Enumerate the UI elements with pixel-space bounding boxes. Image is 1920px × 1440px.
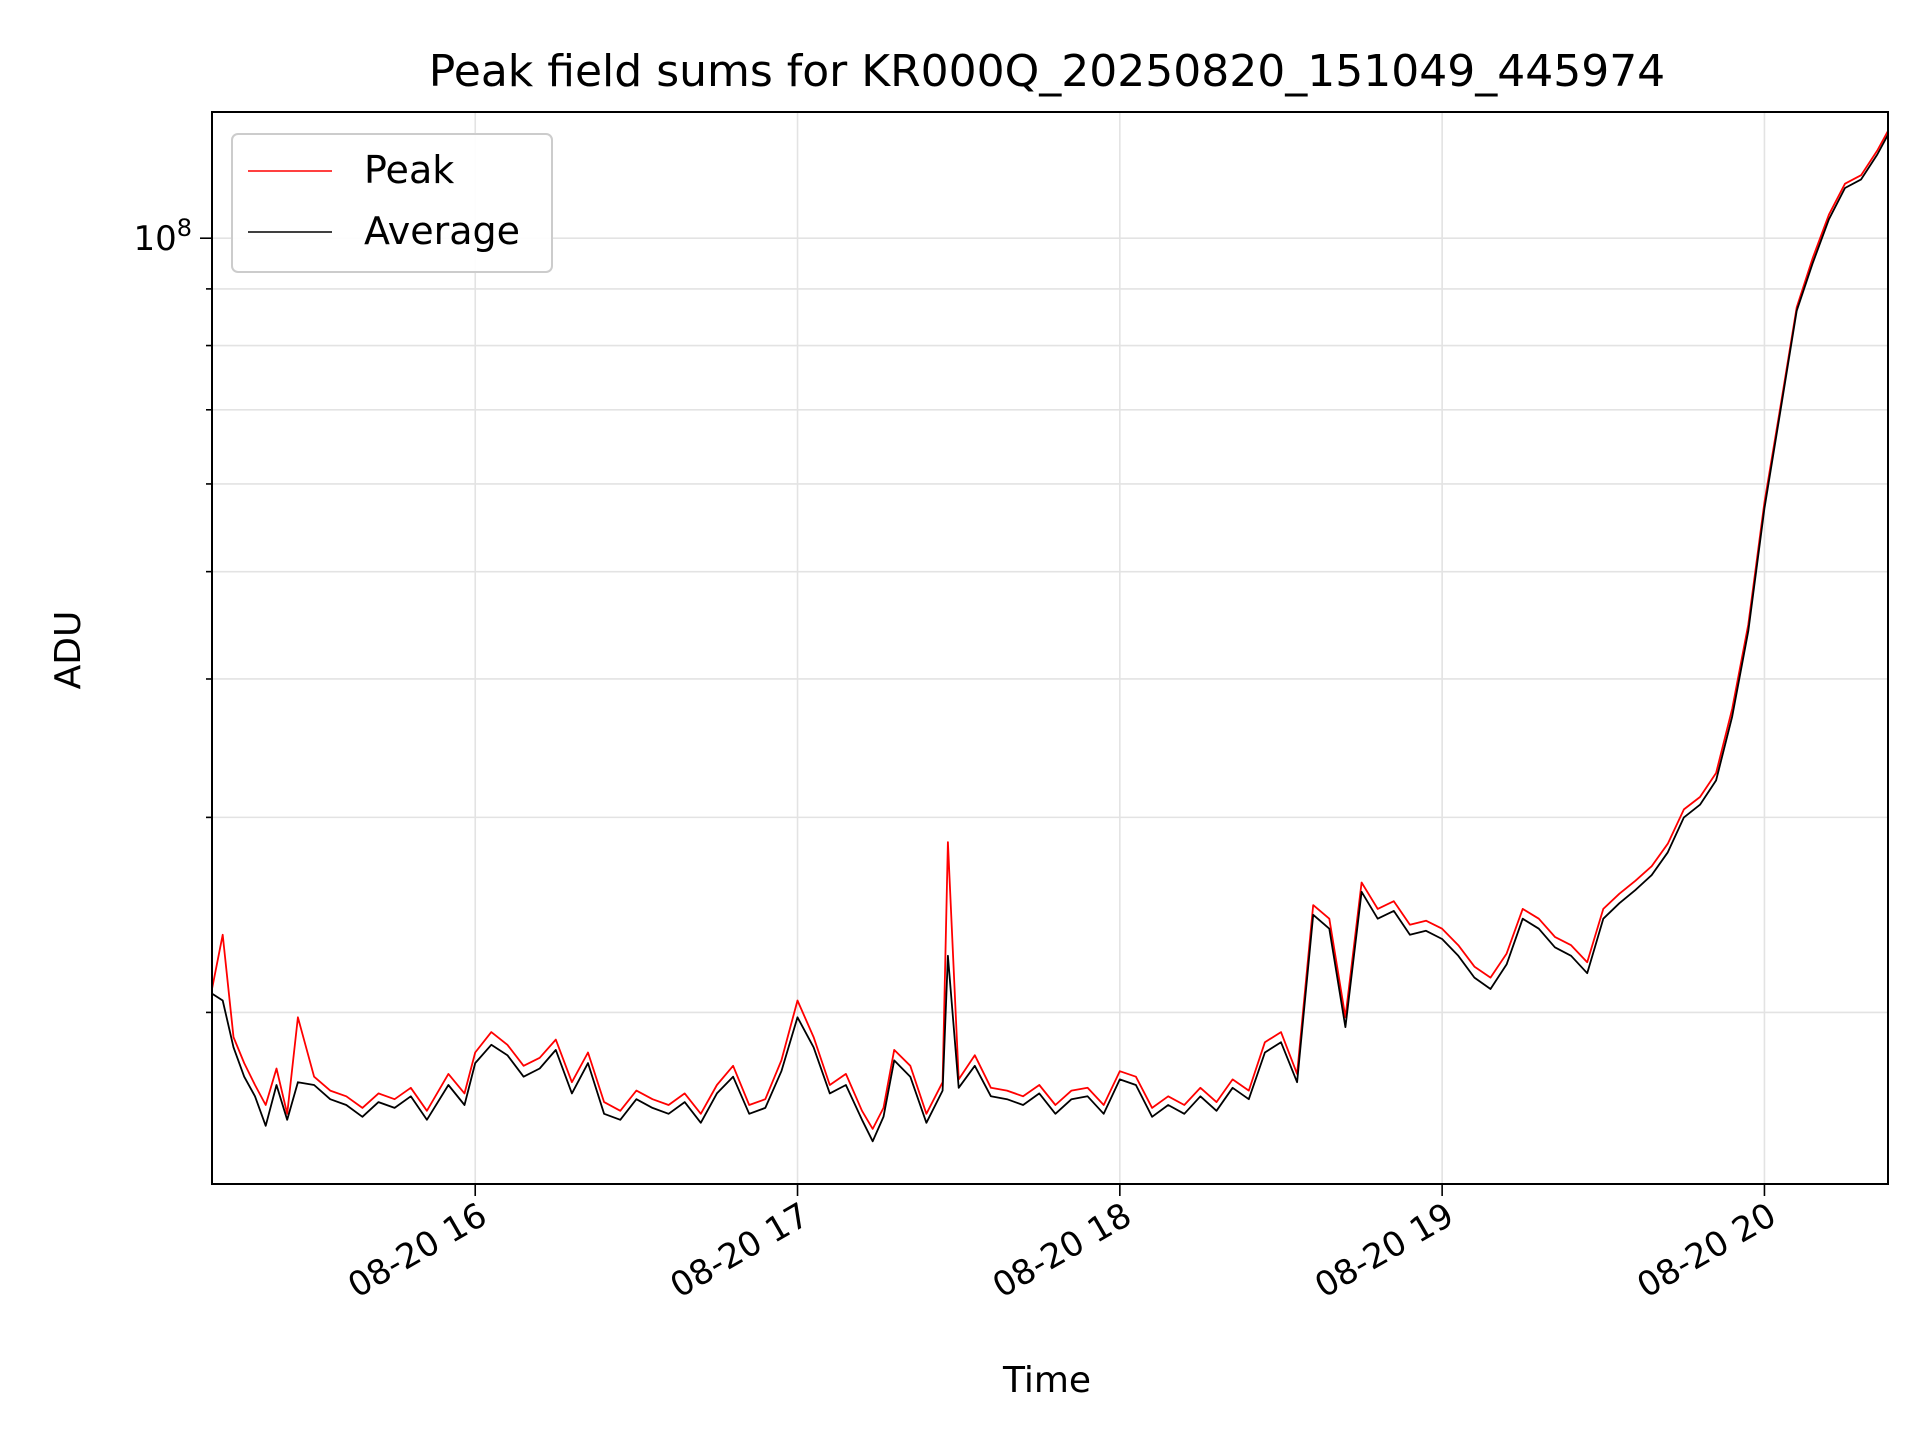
legend-box	[231, 133, 553, 273]
legend: Peak Average	[231, 133, 553, 273]
y-tick-label: 108	[133, 214, 192, 259]
series-average-line	[211, 134, 1889, 1143]
legend-average-label: Average	[364, 209, 520, 253]
series-layer	[211, 130, 1889, 1143]
chart-title: Peak field sums for KR000Q_20250820_1510…	[429, 46, 1665, 97]
plot-frame	[211, 111, 1889, 1185]
series-peak-line	[211, 130, 1889, 1130]
legend-peak-label: Peak	[364, 148, 454, 192]
x-axis-label: Time	[1002, 1360, 1091, 1401]
y-axis-label: ADU	[48, 611, 89, 690]
